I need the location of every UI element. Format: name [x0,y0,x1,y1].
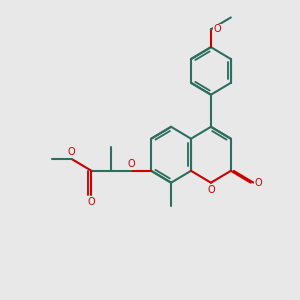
Text: O: O [68,147,75,158]
Text: O: O [207,185,215,195]
Text: O: O [214,24,221,34]
Text: O: O [128,159,135,169]
Text: O: O [254,178,262,188]
Text: O: O [88,197,95,207]
